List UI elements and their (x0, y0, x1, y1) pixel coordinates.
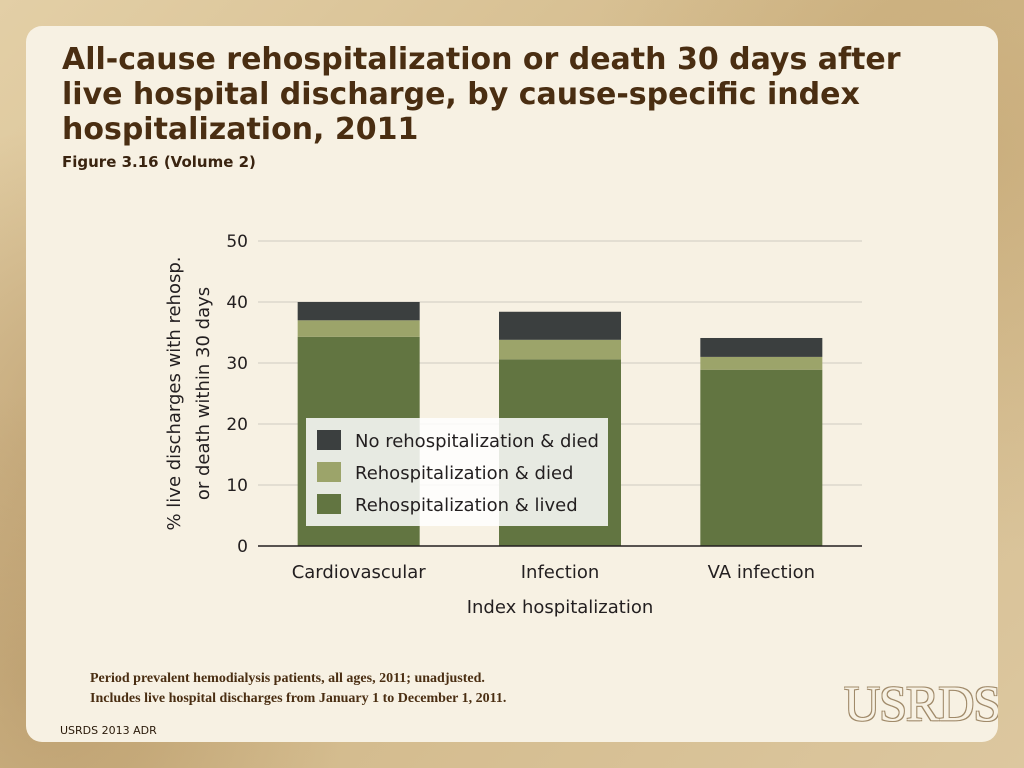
slide-title: All-cause rehospitalization or death 30 … (62, 42, 901, 147)
bar-segment (700, 369, 823, 546)
legend-label: Rehospitalization & lived (355, 495, 578, 516)
legend-swatch (317, 494, 341, 514)
x-tick-label: Infection (521, 562, 600, 583)
y-tick-label: 30 (226, 354, 248, 374)
footer-source: USRDS 2013 ADR (60, 724, 157, 737)
x-axis-title: Index hospitalization (467, 597, 654, 618)
figure-caption: Figure 3.16 (Volume 2) (62, 153, 256, 171)
footnote-line-2: Includes live hospital discharges from J… (90, 691, 507, 706)
bar-segment (700, 337, 823, 357)
y-tick-label: 20 (226, 415, 248, 435)
y-tick-label: 0 (237, 537, 248, 557)
legend-label: Rehospitalization & died (355, 463, 573, 484)
y-axis-title-line-2: or death within 30 days (193, 287, 214, 500)
legend-swatch (317, 462, 341, 482)
bar-segment (700, 356, 823, 370)
x-tick-label: Cardiovascular (292, 562, 427, 583)
legend-swatch (317, 430, 341, 450)
slide-panel: All-cause rehospitalization or death 30 … (26, 26, 998, 742)
bar-segment (297, 302, 420, 321)
legend-box (306, 418, 608, 526)
bar-segment (499, 339, 621, 360)
y-tick-label: 50 (226, 232, 248, 252)
bar-segment (297, 320, 420, 337)
y-axis-title-line-1: % live discharges with rehosp. (164, 256, 185, 530)
legend-label: No rehospitalization & died (355, 431, 599, 452)
usrds-logo: USRDS (844, 675, 998, 731)
footnote-line-1: Period prevalent hemodialysis patients, … (90, 671, 485, 686)
y-tick-label: 40 (226, 293, 248, 313)
footnote: Period prevalent hemodialysis patients, … (90, 669, 506, 709)
y-tick-label: 10 (226, 476, 248, 496)
x-tick-label: VA infection (708, 562, 815, 583)
bar-segment (499, 311, 621, 340)
